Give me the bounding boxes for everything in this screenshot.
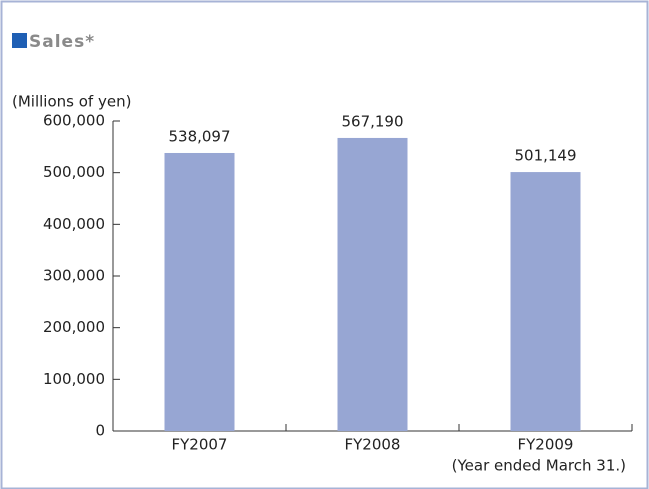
value-label: 538,097 — [168, 127, 230, 145]
y-tick-label: 0 — [95, 422, 105, 440]
y-axis-label: (Millions of yen) — [12, 93, 131, 111]
y-tick-label: 400,000 — [43, 215, 105, 233]
y-tick-label: 300,000 — [43, 267, 105, 285]
x-tick-label: FY2009 — [518, 436, 574, 454]
y-tick-label: 600,000 — [43, 112, 105, 130]
y-tick-label: 100,000 — [43, 370, 105, 388]
bar — [510, 172, 581, 432]
chart-title: Sales* — [29, 32, 95, 52]
x-tick-label: FY2007 — [172, 436, 228, 454]
x-tick-label: FY2008 — [345, 436, 401, 454]
title-marker — [12, 33, 27, 48]
y-tick-label: 200,000 — [43, 318, 105, 336]
value-label: 567,190 — [341, 112, 403, 130]
y-tick-label: 500,000 — [43, 163, 105, 181]
bar — [164, 152, 235, 431]
value-label: 501,149 — [514, 147, 576, 165]
note: (Year ended March 31.) — [452, 457, 626, 475]
bar — [337, 137, 408, 431]
